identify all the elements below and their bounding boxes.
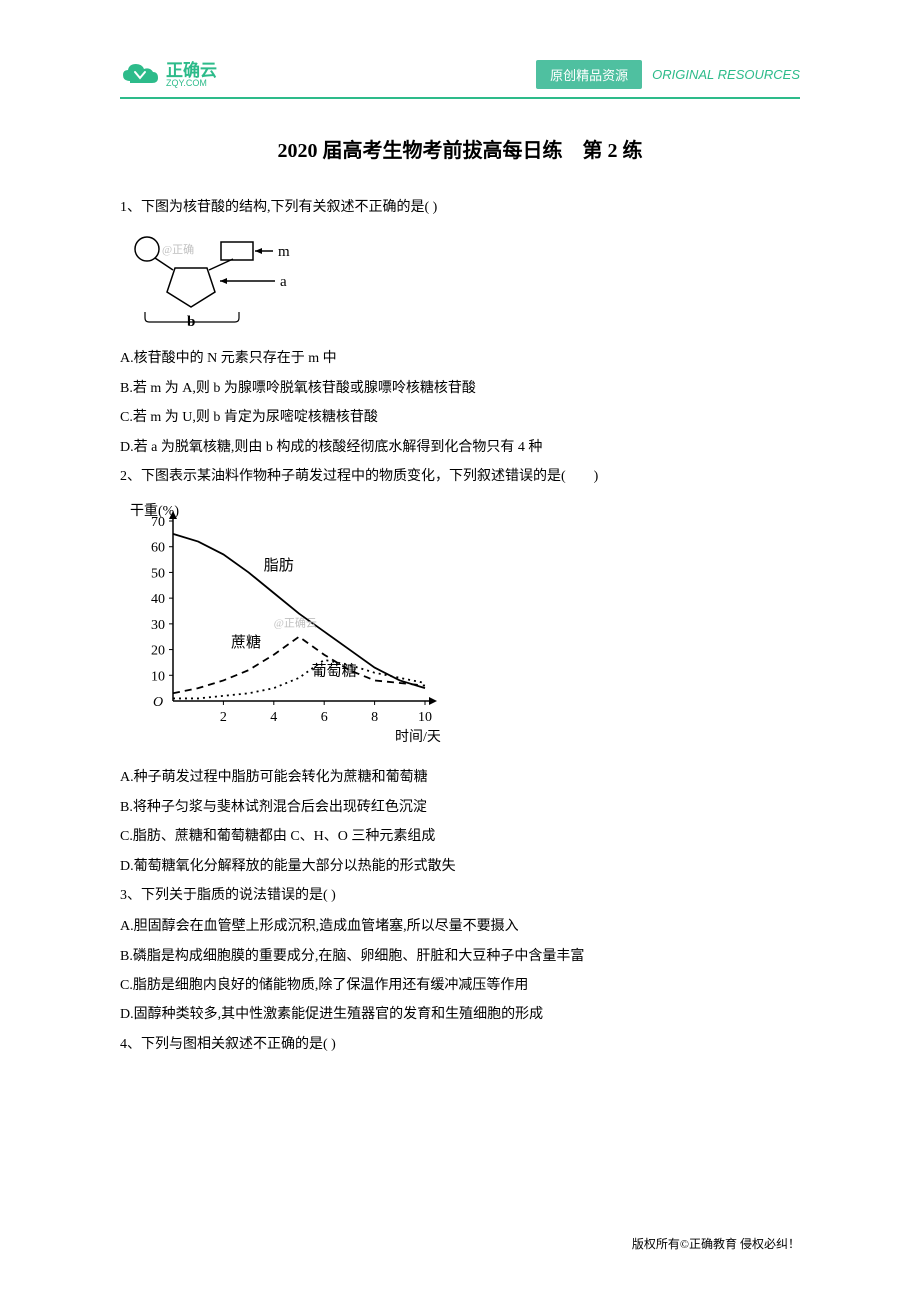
q3-stem: 3、下列关于脂质的说法错误的是( ) — [120, 881, 800, 910]
svg-text:50: 50 — [151, 567, 165, 582]
page-header: 正确云 ZQY.COM 原创精品资源 ORIGINAL RESOURCES — [120, 60, 800, 99]
header-badge-en: ORIGINAL RESOURCES — [652, 67, 800, 82]
q1-opt-c: C.若 m 为 U,则 b 肯定为尿嘧啶核糖核苷酸 — [120, 403, 800, 432]
logo-text: 正确云 ZQY.COM — [166, 62, 217, 88]
svg-text:4: 4 — [270, 710, 277, 725]
q2-figure: 干重(%)O10203040506070246810时间/天脂肪蔗糖葡萄糖@正确… — [125, 501, 800, 751]
q3-opt-a: A.胆固醇会在血管壁上形成沉积,造成血管堵塞,所以尽量不要摄入 — [120, 912, 800, 941]
q3-opt-d: D.固醇种类较多,其中性激素能促进生殖器官的发育和生殖细胞的形成 — [120, 1000, 800, 1029]
watermark-text: @正确 — [162, 243, 194, 256]
q1-opt-d: D.若 a 为脱氧核糖,则由 b 构成的核酸经彻底水解得到化合物只有 4 种 — [120, 433, 800, 462]
header-right: 原创精品资源 ORIGINAL RESOURCES — [536, 60, 800, 89]
label-a: a — [280, 274, 287, 290]
svg-text:40: 40 — [151, 592, 165, 607]
q2-opt-c: C.脂肪、蔗糖和葡萄糖都由 C、H、O 三种元素组成 — [120, 822, 800, 851]
q1-figure: @正确 m a b — [125, 232, 800, 332]
q3-opt-c: C.脂肪是细胞内良好的储能物质,除了保温作用还有缓冲减压等作用 — [120, 971, 800, 1000]
q2-opt-a: A.种子萌发过程中脂肪可能会转化为蔗糖和葡萄糖 — [120, 763, 800, 792]
label-b: b — [187, 314, 195, 327]
q1-stem: 1、下图为核苷酸的结构,下列有关叙述不正确的是( ) — [120, 193, 800, 222]
document-page: 正确云 ZQY.COM 原创精品资源 ORIGINAL RESOURCES 20… — [0, 0, 920, 1302]
svg-text:10: 10 — [151, 670, 165, 685]
svg-text:6: 6 — [321, 710, 328, 725]
q1-opt-b: B.若 m 为 A,则 b 为腺嘌呤脱氧核苷酸或腺嘌呤核糖核苷酸 — [120, 374, 800, 403]
svg-text:60: 60 — [151, 541, 165, 556]
logo-area: 正确云 ZQY.COM — [120, 61, 217, 89]
svg-text:O: O — [153, 695, 163, 710]
svg-text:蔗糖: 蔗糖 — [231, 634, 261, 651]
q2-chart-svg: 干重(%)O10203040506070246810时间/天脂肪蔗糖葡萄糖@正确… — [125, 501, 445, 746]
svg-text:20: 20 — [151, 644, 165, 659]
svg-text:30: 30 — [151, 618, 165, 633]
logo-en-text: ZQY.COM — [166, 79, 217, 88]
svg-text:8: 8 — [371, 710, 378, 725]
svg-text:70: 70 — [151, 515, 165, 530]
logo-cn-text: 正确云 — [166, 62, 217, 79]
svg-text:葡萄糖: 葡萄糖 — [312, 663, 357, 680]
svg-text:时间/天: 时间/天 — [395, 729, 441, 745]
q1-opt-a: A.核苷酸中的 N 元素只存在于 m 中 — [120, 344, 800, 373]
q2-opt-d: D.葡萄糖氧化分解释放的能量大部分以热能的形式散失 — [120, 852, 800, 881]
q2-opt-b: B.将种子匀浆与斐林试剂混合后会出现砖红色沉淀 — [120, 793, 800, 822]
page-title: 2020 届高考生物考前拔高每日练 第 2 练 — [120, 134, 800, 163]
page-footer: 版权所有©正确教育 侵权必纠！ — [632, 1235, 800, 1252]
q4-stem: 4、下列与图相关叙述不正确的是( ) — [120, 1030, 800, 1059]
svg-text:10: 10 — [418, 710, 432, 725]
label-m: m — [278, 244, 290, 260]
svg-text:2: 2 — [220, 710, 227, 725]
q2-stem: 2、下图表示某油料作物种子萌发过程中的物质变化，下列叙述错误的是( ) — [120, 462, 800, 491]
q3-opt-b: B.磷脂是构成细胞膜的重要成分,在脑、卵细胞、肝脏和大豆种子中含量丰富 — [120, 942, 800, 971]
header-badge-cn: 原创精品资源 — [536, 60, 642, 89]
svg-text:@正确云: @正确云 — [274, 617, 317, 630]
cloud-logo-icon — [120, 61, 160, 89]
svg-text:脂肪: 脂肪 — [264, 557, 294, 574]
